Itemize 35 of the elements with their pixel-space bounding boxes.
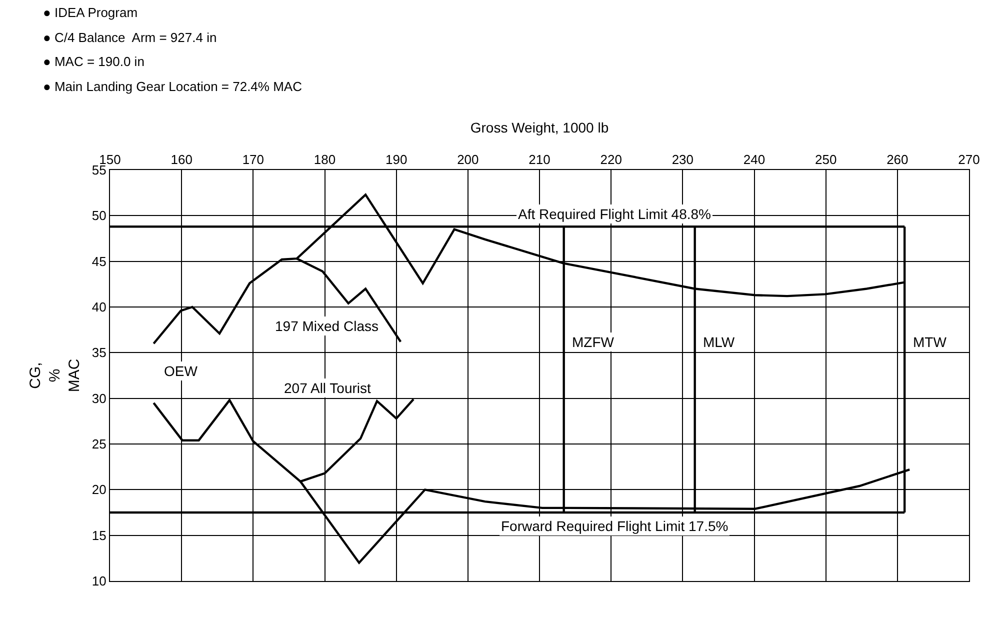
text: ● C/4 Balance Arm = 927.4 in [43,30,217,45]
x-tick-label: 160 [170,152,192,167]
text: ● Main Landing Gear Location = 72.4% MAC [43,79,302,94]
x-tick-label: 170 [242,152,264,167]
series-label: MTW [913,334,948,350]
x-axis-title: Gross Weight, 1000 lb [470,119,609,136]
x-tick-label: 230 [672,152,694,167]
annotation: 207 All Tourist [284,380,372,396]
x-tick-label: 260 [886,152,908,167]
y-tick-label: 15 [92,528,106,543]
x-tick-label: 180 [314,152,336,167]
y-axis-title: CG, % MAC [27,358,84,392]
y-tick-label: 35 [92,345,106,360]
x-tick-label: 270 [958,152,980,167]
series-label: MZFW [572,334,615,350]
text: ● MAC = 190.0 in [43,54,144,69]
y-tick-label: 20 [92,482,106,498]
x-tick-label: 210 [528,152,550,167]
series-label: MLW [703,334,736,350]
y-tick-label: 45 [92,254,106,269]
annotation: OEW [164,363,198,379]
series-label: Forward Required Flight Limit 17.5% [501,518,728,534]
text: ● IDEA Program [43,5,138,20]
annotation: 197 Mixed Class [275,318,378,334]
x-tick-label: 220 [600,152,622,167]
x-tick-label: 190 [385,152,408,167]
y-tick-label: 50 [92,208,106,224]
series-label: Aft Required Flight Limit 48.8% [518,206,711,222]
y-tick-label: 25 [92,436,106,452]
x-tick-label: 250 [814,152,837,167]
y-tick-label: 30 [92,390,106,406]
x-tick-label: 200 [457,152,479,167]
x-tick-label: 240 [743,152,766,167]
y-tick-label: 10 [92,574,106,589]
y-tick-label: 40 [92,300,106,315]
